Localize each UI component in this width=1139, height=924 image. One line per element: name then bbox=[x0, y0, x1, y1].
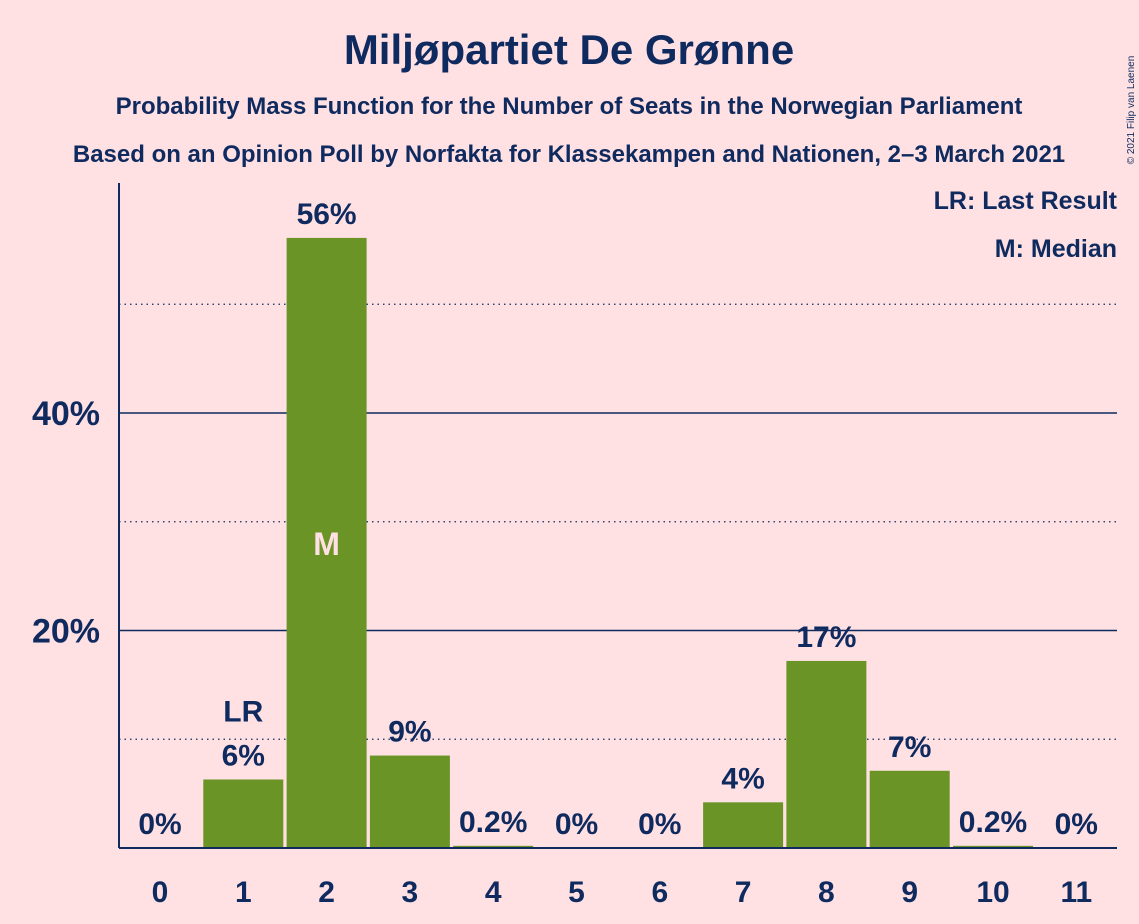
x-tick-label: 2 bbox=[318, 876, 335, 909]
legend-median: M: Median bbox=[995, 235, 1117, 263]
data-label: 56% bbox=[297, 198, 357, 231]
bar bbox=[869, 770, 950, 848]
bar bbox=[286, 237, 367, 849]
data-label: 7% bbox=[888, 731, 931, 764]
bar bbox=[786, 660, 867, 848]
x-tick-label: 11 bbox=[1060, 876, 1092, 909]
data-label: 0% bbox=[638, 808, 681, 841]
copyright-text: © 2021 Filip van Laenen bbox=[1126, 56, 1137, 165]
data-label: 0.2% bbox=[459, 806, 527, 839]
x-tick-label: 0 bbox=[152, 876, 169, 909]
x-tick-label: 1 bbox=[235, 876, 252, 909]
x-tick-label: 9 bbox=[901, 876, 918, 909]
x-tick-label: 3 bbox=[402, 876, 419, 909]
data-label: 0.2% bbox=[959, 806, 1027, 839]
bar bbox=[703, 802, 784, 848]
y-tick-label: 40% bbox=[32, 395, 100, 433]
bars bbox=[203, 237, 1033, 849]
data-label: 0% bbox=[138, 808, 181, 841]
last-result-marker: LR bbox=[223, 695, 263, 728]
chart-subtitle: Probability Mass Function for the Number… bbox=[116, 93, 1023, 120]
bar bbox=[369, 755, 450, 848]
x-tick-label: 10 bbox=[976, 876, 1009, 909]
y-tick-label: 20% bbox=[32, 613, 100, 651]
x-tick-label: 5 bbox=[568, 876, 585, 909]
data-label: 9% bbox=[388, 716, 431, 749]
x-tick-label: 7 bbox=[735, 876, 752, 909]
bar bbox=[203, 779, 284, 848]
data-label: 17% bbox=[796, 621, 856, 654]
data-label: 4% bbox=[721, 762, 764, 795]
data-label: 0% bbox=[1055, 808, 1098, 841]
legend-last-result: LR: Last Result bbox=[934, 187, 1118, 215]
x-tick-label: 6 bbox=[651, 876, 668, 909]
axes: 20% 40% 0 1 2 3 4 5 6 7 8 9 10 11 bbox=[32, 183, 1117, 909]
data-label: 0% bbox=[555, 808, 598, 841]
chart-title: Miljøpartiet De Grønne bbox=[344, 26, 794, 73]
bar bbox=[453, 845, 534, 848]
data-label: 6% bbox=[222, 739, 265, 772]
x-tick-label: 4 bbox=[485, 876, 502, 909]
chart-subtitle-2: Based on an Opinion Poll by Norfakta for… bbox=[73, 141, 1065, 168]
median-marker: M bbox=[313, 526, 340, 562]
x-tick-label: 8 bbox=[818, 876, 835, 909]
bar bbox=[953, 845, 1033, 848]
gridlines bbox=[119, 303, 1117, 740]
data-labels: 0% 6% LR 56% M 9% 0.2% 0% 0% 4% 17% 7% 0.2% 0% bbox=[138, 198, 1098, 841]
